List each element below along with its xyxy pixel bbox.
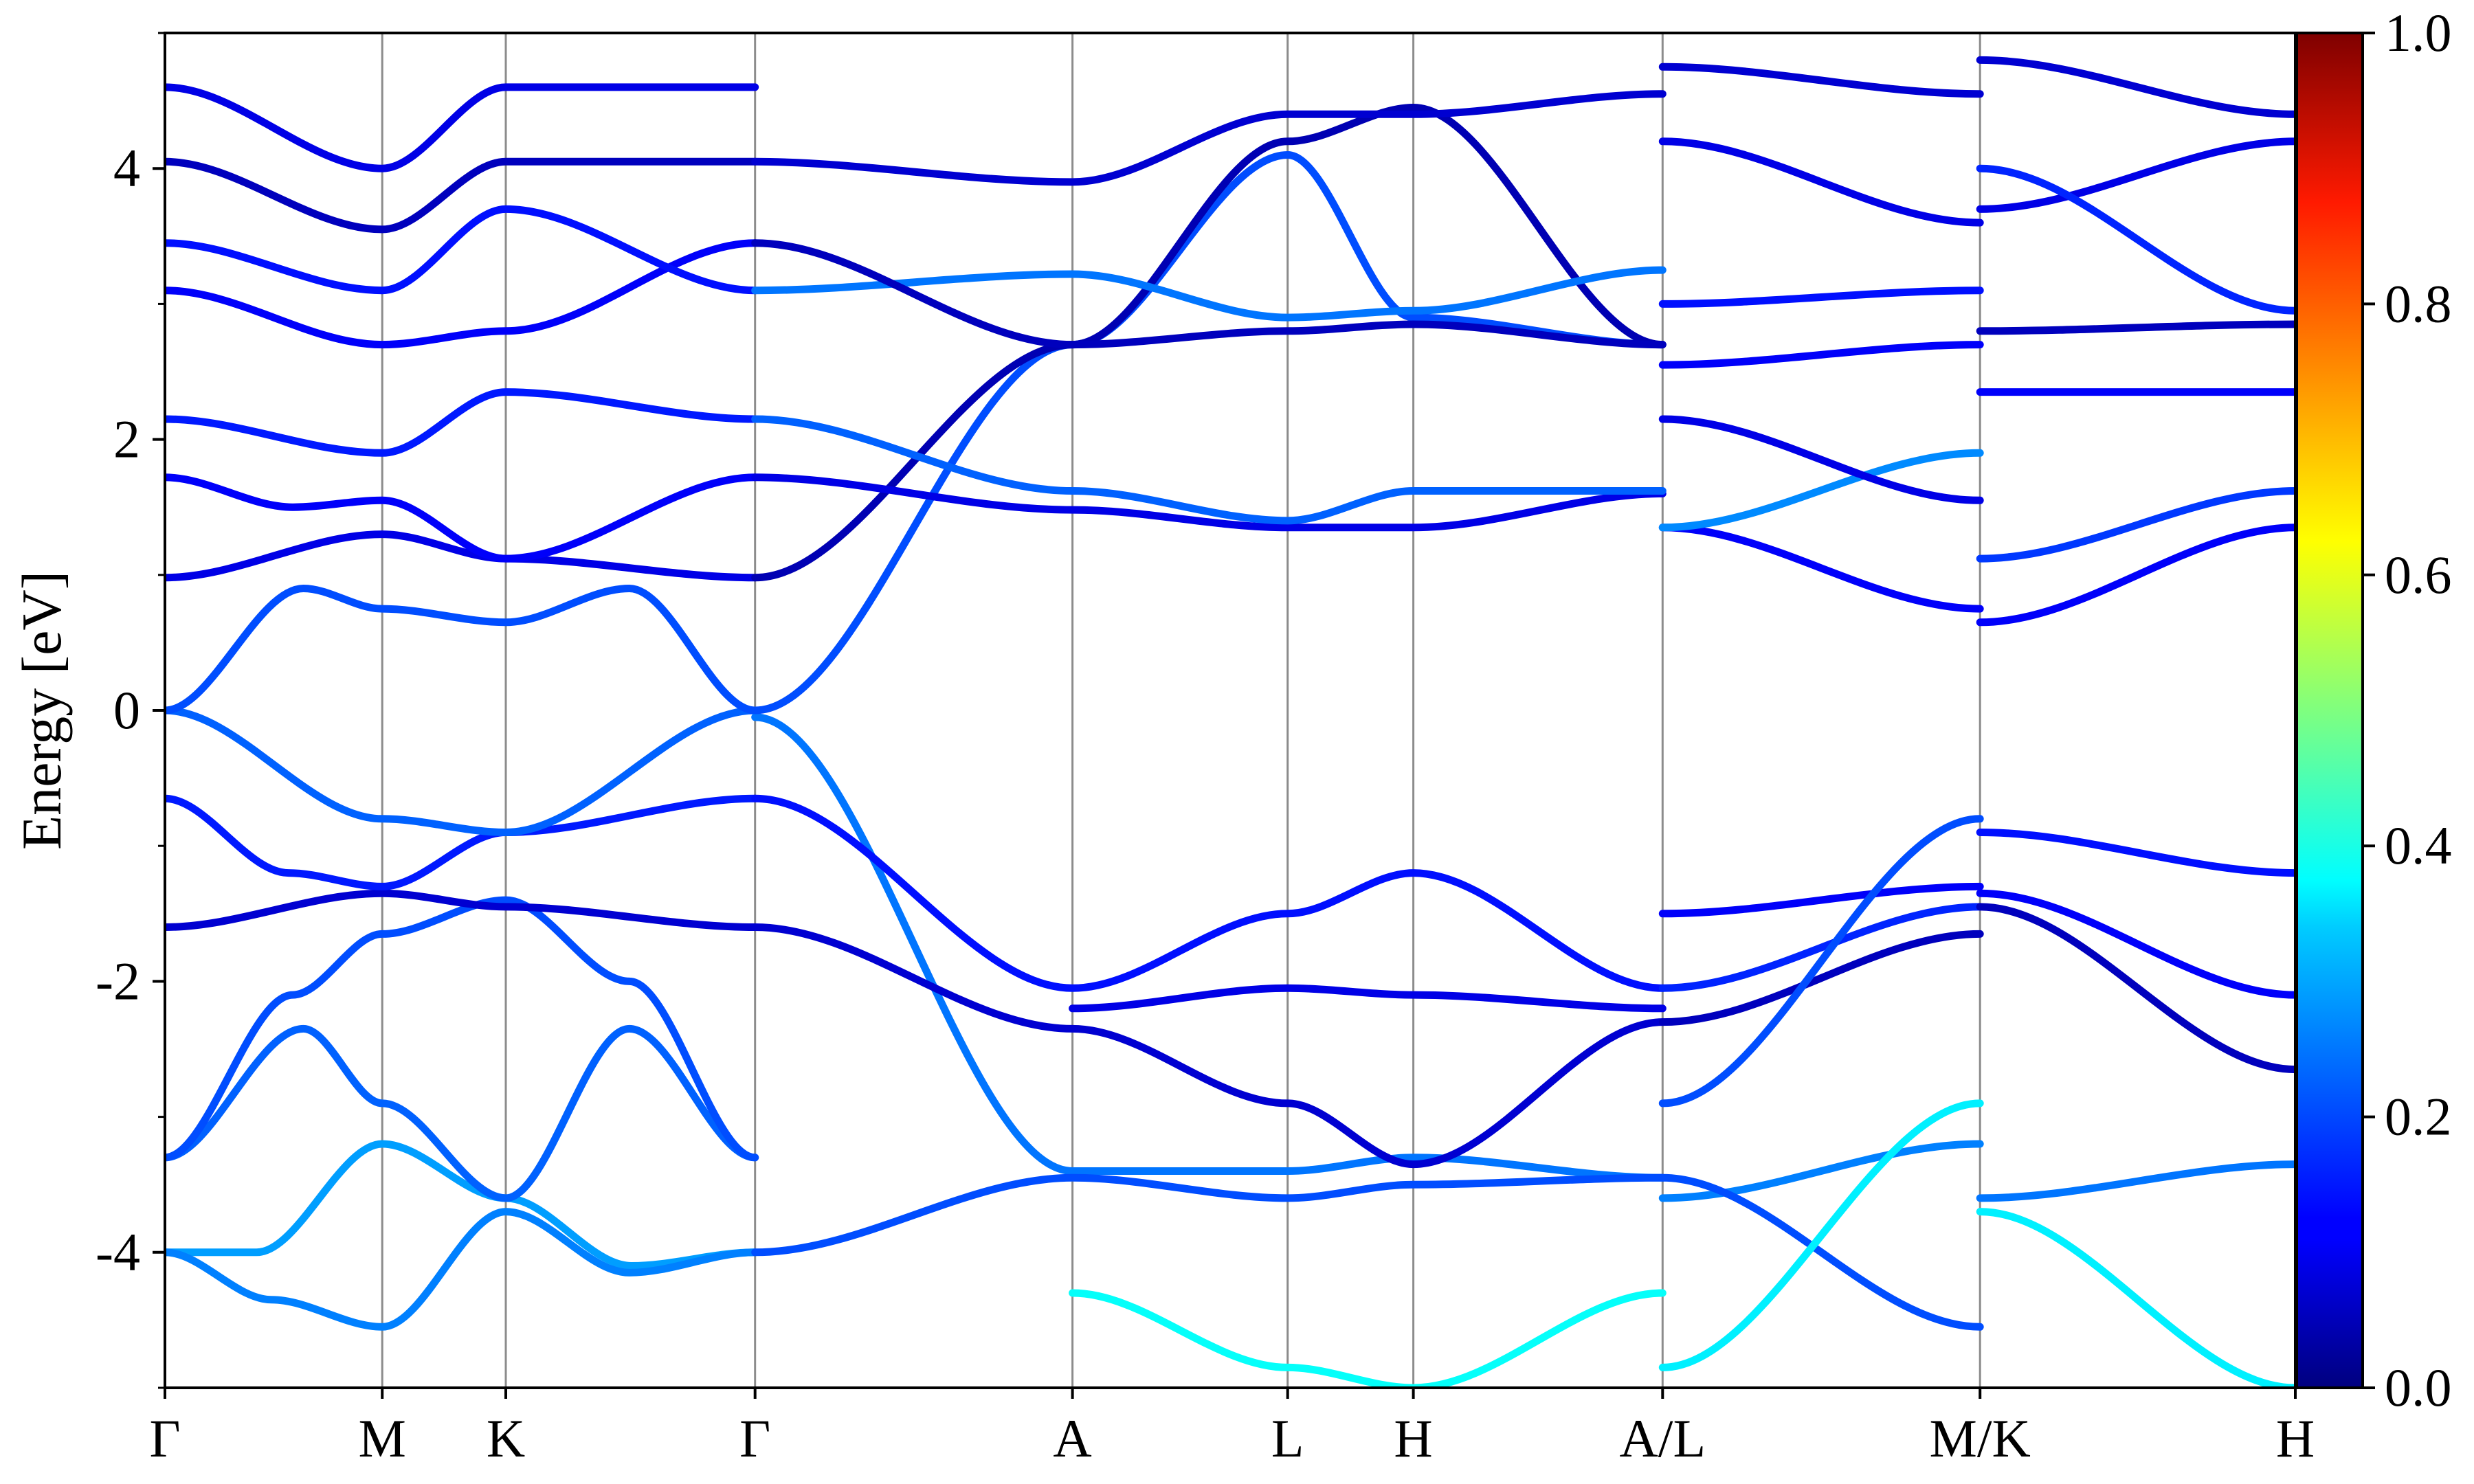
band-line [1658, 63, 1984, 98]
band-line [1976, 829, 2295, 877]
colorbar-ticks: 0.0 0.2 0.4 0.6 0.8 1.0 [2363, 3, 2452, 1417]
band-line [1976, 320, 2295, 335]
band-line [165, 896, 759, 1162]
band-line [1976, 1208, 2295, 1388]
band-line [751, 713, 1667, 1182]
x-tick-label: Γ [739, 1408, 770, 1468]
y-tick-label: 4 [113, 138, 140, 198]
x-tick-label: M/K [1930, 1408, 2031, 1468]
band-line [165, 1140, 759, 1270]
band-line [1658, 137, 1984, 227]
band-lines [165, 56, 2295, 1388]
y-tick-label: -4 [96, 1222, 140, 1282]
band-line [751, 415, 1667, 525]
band-line [165, 1208, 759, 1331]
band-line [165, 889, 759, 931]
band-line [165, 473, 759, 563]
band-line [1976, 137, 2295, 213]
band-line [1976, 487, 2295, 563]
band-line [1658, 341, 1984, 369]
colorbar-tick-label: 0.8 [2385, 273, 2452, 333]
band-line [751, 473, 1667, 532]
band-line [751, 90, 1667, 186]
band-line [165, 83, 759, 172]
colorbar [2295, 32, 2364, 1389]
x-axis-ticks: Γ M K Γ A L H A/L M/K H [149, 1388, 2315, 1468]
x-tick-label: H [1394, 1408, 1432, 1468]
x-tick-label: A [1053, 1408, 1091, 1468]
colorbar-tick-label: 0.0 [2385, 1358, 2452, 1417]
plot-background [165, 33, 2295, 1388]
y-tick-label: 2 [113, 409, 140, 469]
band-line [165, 530, 759, 582]
band-line [1658, 903, 1984, 992]
band-line [165, 239, 759, 349]
band-line [165, 388, 759, 457]
band-line [165, 706, 759, 836]
band-line [1658, 286, 1984, 308]
band-line [165, 1024, 759, 1202]
band-line [165, 205, 759, 295]
band-line [1658, 1140, 1984, 1202]
band-line [1976, 164, 2295, 315]
band-line [1658, 524, 1984, 613]
band-line [1658, 930, 1984, 1026]
band-line [751, 239, 1667, 349]
band-line [751, 151, 1667, 715]
band-line [1658, 815, 1984, 1108]
band-line [1658, 1099, 1984, 1371]
x-tick-label: H [2276, 1408, 2315, 1468]
band-line [751, 923, 1667, 1169]
colorbar-tick-label: 0.4 [2385, 816, 2452, 875]
band-line [165, 794, 759, 890]
x-tick-label: L [1271, 1408, 1304, 1468]
band-line [751, 1173, 1667, 1257]
colorbar-tick-label: 0.2 [2385, 1087, 2452, 1147]
band-line [165, 157, 759, 234]
band-line [1976, 56, 2295, 118]
band-line [1069, 984, 1667, 1013]
colorbar-tick-label: 1.0 [2385, 3, 2452, 63]
band-line [1069, 1289, 1667, 1388]
band-line [751, 794, 1667, 992]
x-tick-label: Γ [149, 1408, 180, 1468]
x-tick-label: M [359, 1408, 406, 1468]
y-tick-label: -2 [96, 951, 140, 1011]
y-axis-ticks: 4 2 0 -2 -4 [96, 32, 165, 1389]
band-line [1658, 415, 1984, 504]
y-tick-label: 0 [113, 680, 140, 740]
band-line [1976, 889, 2295, 999]
x-tick-label: A/L [1619, 1408, 1706, 1468]
band-line [165, 585, 759, 715]
band-line [1658, 449, 1984, 532]
band-line [1658, 1173, 1984, 1331]
band-line [1976, 1160, 2295, 1202]
band-line [1658, 882, 1984, 918]
band-line [751, 266, 1667, 322]
colorbar-tick-label: 0.6 [2385, 545, 2452, 605]
band-line [1976, 524, 2295, 627]
x-tick-label: K [487, 1408, 525, 1468]
band-line [1976, 903, 2295, 1074]
y-axis-label: Energy [eV] [10, 571, 73, 850]
band-line [751, 104, 1667, 582]
